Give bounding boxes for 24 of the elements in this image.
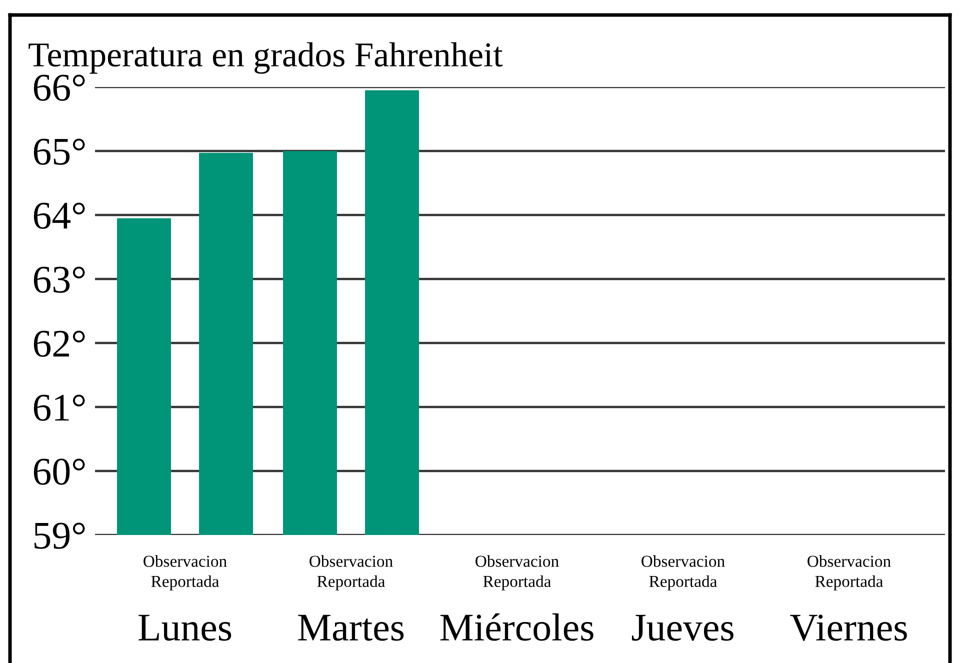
- y-tick-label: 64°: [34, 202, 85, 229]
- text: Observacion: [476, 555, 559, 567]
- x-tick-label: Lunes: [138, 614, 232, 641]
- text: Reportada: [483, 575, 552, 590]
- text: Reportada: [317, 575, 386, 590]
- x-tick-label: Martes: [298, 614, 404, 641]
- text: Reportada: [151, 575, 220, 590]
- x-tick-label: Miércoles: [440, 613, 594, 641]
- text: Observacion: [808, 555, 891, 567]
- text: Reportada: [815, 575, 884, 590]
- y-tick-label: 66°: [34, 74, 85, 101]
- x-tick-label: Jueves: [632, 614, 734, 641]
- y-tick-label: 62°: [34, 330, 85, 357]
- y-tick-label: 60°: [34, 458, 85, 485]
- text: Observacion: [310, 555, 393, 567]
- y-tick-label: 59°: [34, 522, 85, 549]
- text: Observacion: [642, 555, 725, 567]
- series-label: Observacion: [144, 555, 227, 567]
- text: Reportada: [649, 575, 718, 590]
- y-tick-label: 63°: [34, 266, 85, 293]
- y-tick-label: 65°: [34, 138, 85, 165]
- y-tick-label: 61°: [34, 394, 85, 421]
- x-tick-label: Viernes: [790, 614, 907, 641]
- chart-title: Temperatura en grados Fahrenheit: [28, 42, 503, 74]
